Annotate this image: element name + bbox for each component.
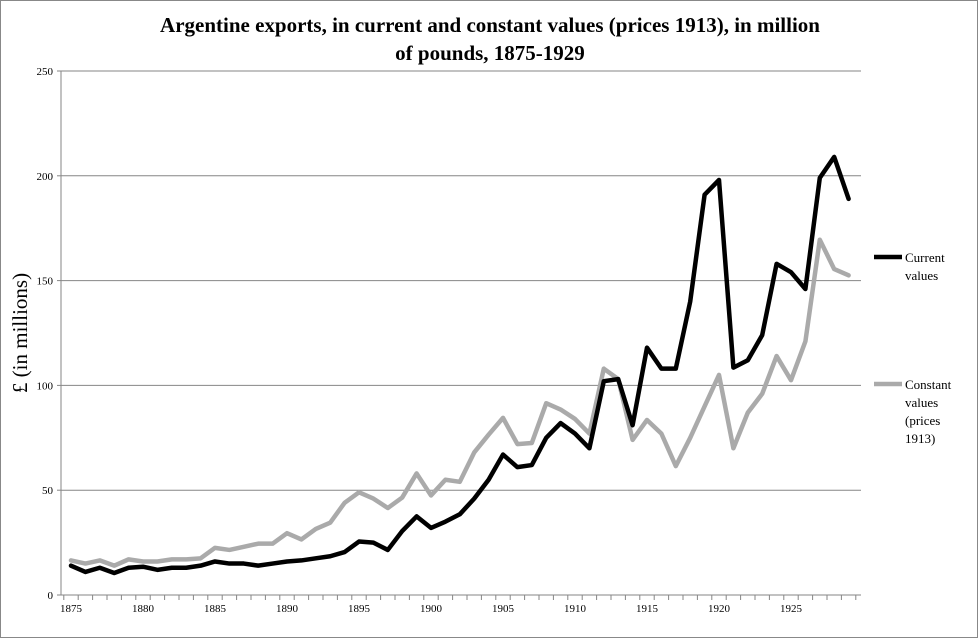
chart-title-line-1: Argentine exports, in current and consta…	[160, 13, 820, 37]
x-tick-label: 1895	[348, 603, 371, 615]
legend-label: values	[905, 395, 938, 410]
legend-label: Constant	[905, 377, 952, 392]
x-tick-label: 1910	[564, 603, 587, 615]
y-tick-label: 150	[37, 276, 54, 288]
x-tick-label: 1915	[636, 603, 659, 615]
y-axis-label: £ (in millions)	[8, 273, 32, 393]
x-tick-label: 1885	[204, 603, 227, 615]
y-tick-label: 50	[42, 485, 54, 497]
series-line-current	[68, 154, 851, 576]
x-tick-label: 1875	[60, 603, 83, 615]
legend-label: values	[905, 268, 938, 283]
y-tick-label: 100	[37, 380, 54, 392]
legend-label: 1913)	[905, 431, 935, 446]
chart-title-line-2: of pounds, 1875-1929	[395, 41, 585, 65]
x-tick-label: 1920	[708, 603, 731, 615]
x-tick-label: 1900	[420, 603, 443, 615]
x-tick-label: 1890	[276, 603, 299, 615]
x-tick-label: 1905	[492, 603, 515, 615]
y-tick-label: 0	[48, 590, 54, 602]
legend-label: Current	[905, 250, 945, 265]
x-tick-label: 1880	[132, 603, 155, 615]
y-tick-label: 250	[37, 66, 54, 78]
x-tick-label: 1925	[780, 603, 803, 615]
legend-label: (prices	[905, 413, 940, 428]
y-tick-label: 200	[37, 171, 54, 183]
